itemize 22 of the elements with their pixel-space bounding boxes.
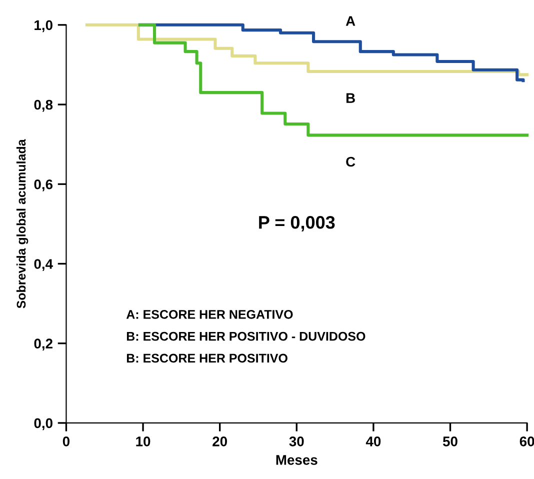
annotation: B: ESCORE HER POSITIVO - DUVIDOSO (126, 332, 366, 341)
x-axis-title: Meses (276, 455, 318, 465)
series-label: C (346, 156, 356, 167)
annotation: A: ESCORE HER NEGATIVO (126, 310, 293, 319)
x-tick-label: 10 (136, 436, 150, 446)
y-tick-label: 0,0 (34, 418, 52, 430)
x-tick-label: 20 (212, 436, 227, 446)
y-tick-label: 0,6 (34, 179, 53, 192)
x-tick-label: 30 (289, 436, 304, 446)
x-tick-label: 60 (520, 436, 534, 446)
y-tick-label: 0,4 (34, 259, 53, 271)
series-label: A (346, 16, 356, 26)
x-tick-label: 0 (62, 436, 70, 446)
y-tick-label: 0,2 (34, 338, 52, 351)
annotation: P = 0,003 (259, 216, 335, 232)
y-axis-title: Sobrevida global acumulada (16, 139, 28, 308)
x-tick-label: 50 (442, 436, 458, 446)
annotation: B: ESCORE HER POSITIVO (126, 354, 288, 363)
y-tick-label: 0,8 (34, 100, 53, 112)
y-tick-label: 1,0 (34, 20, 52, 32)
x-tick-label: 40 (366, 436, 381, 446)
series-label: B (346, 93, 355, 103)
